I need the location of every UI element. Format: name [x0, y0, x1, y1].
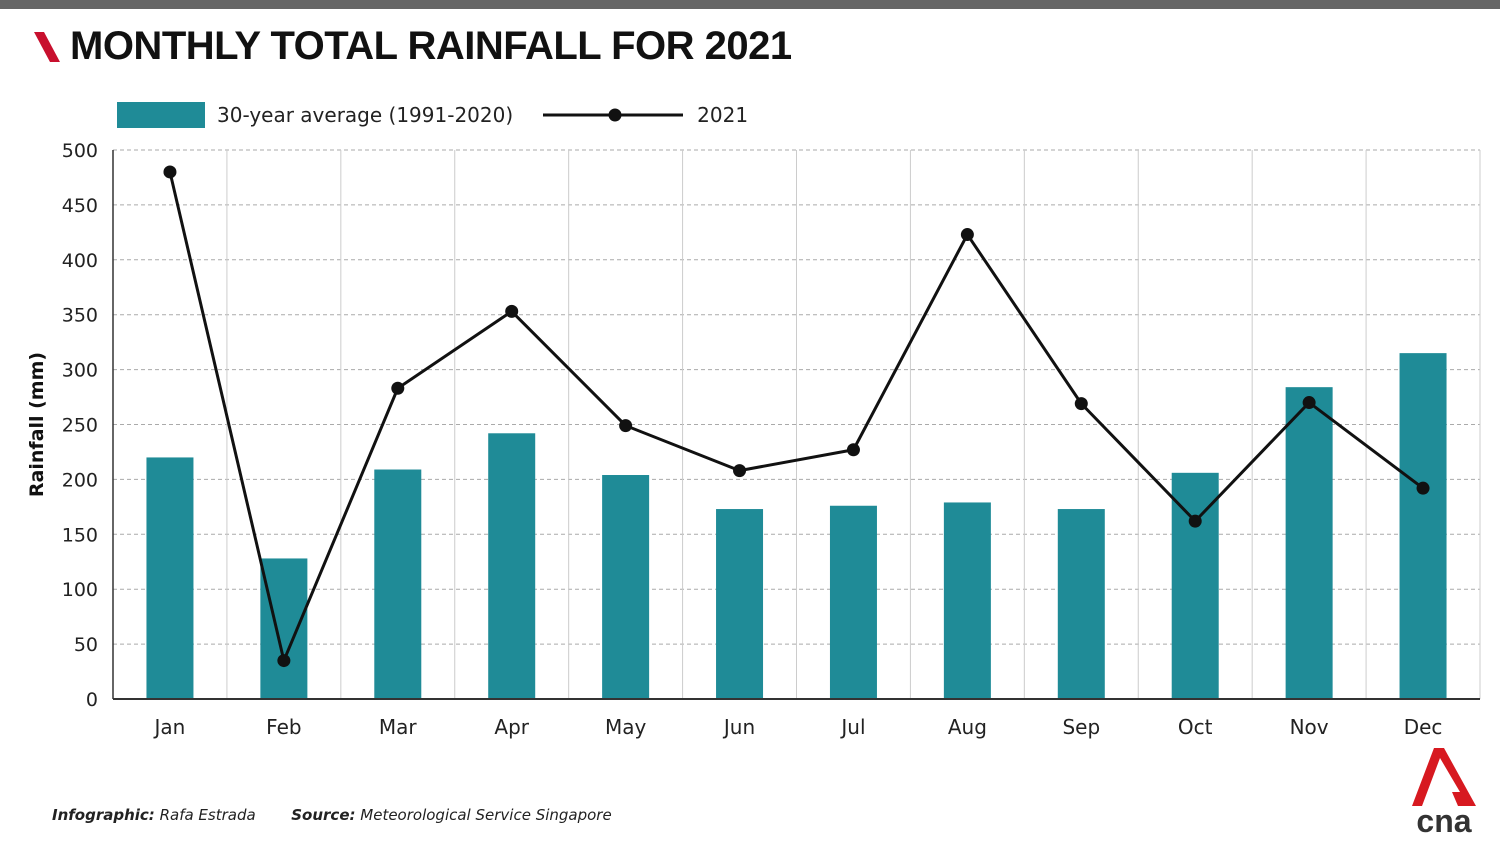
credits: Infographic: Rafa Estrada Source: Meteor… [52, 806, 612, 824]
y-tick-label: 100 [62, 579, 98, 601]
infographic-label: Infographic: [52, 806, 155, 824]
brand-slash-icon [34, 32, 60, 62]
y-tick-label: 200 [62, 469, 98, 491]
bar-jun [716, 509, 764, 699]
bar-may [602, 475, 650, 699]
svg-text:cna: cna [1416, 803, 1471, 838]
x-tick-label: Apr [494, 715, 529, 739]
bar-dec [1399, 353, 1447, 699]
y-tick-label: 0 [86, 689, 98, 711]
y-tick-label: 150 [62, 524, 98, 546]
top-bar [0, 0, 1500, 9]
point-2021-may [619, 419, 633, 433]
chart-plot: 0 50 100 150 200 250 300 350 400 450 500 Rainfall (… [26, 140, 1481, 739]
x-tick-label: Mar [379, 715, 418, 739]
y-tick-label: 350 [62, 305, 98, 327]
line-2021 [168, 171, 1424, 663]
point-2021-nov [1302, 396, 1316, 410]
point-2021-aug [960, 228, 974, 242]
bar-aug [943, 502, 991, 699]
point-2021-mar [391, 381, 405, 395]
point-2021-jun [733, 464, 747, 478]
x-tick-label: Dec [1404, 715, 1443, 739]
x-tick-label: Jun [722, 715, 755, 739]
legend-label-2021: 2021 [697, 103, 749, 127]
bar-sep [1057, 509, 1105, 699]
point-2021-sep [1074, 397, 1088, 411]
x-tick-label: Sep [1062, 715, 1100, 739]
bar-nov [1285, 387, 1333, 699]
x-tick-label: Feb [266, 715, 301, 739]
cna-logo: cna [1412, 748, 1476, 838]
point-2021-oct [1188, 514, 1202, 528]
bar-mar [374, 469, 422, 699]
y-tick-label: 250 [62, 415, 98, 437]
point-2021-jul [846, 443, 860, 457]
legend: 30-year average (1991-2020) 2021 [117, 100, 748, 130]
legend-label-average: 30-year average (1991-2020) [217, 103, 514, 127]
bar-oct [1171, 472, 1219, 699]
bar-feb [260, 558, 308, 699]
bar-jul [829, 505, 877, 699]
bar-jan [146, 457, 194, 699]
y-tick-label: 400 [62, 250, 98, 272]
point-2021-apr [505, 304, 519, 318]
x-tick-label: Aug [948, 715, 987, 739]
point-2021-jan [163, 165, 177, 179]
chart-title: MONTHLY TOTAL RAINFALL FOR 2021 [70, 24, 792, 68]
y-tick-label: 300 [62, 360, 98, 382]
y-axis-label: Rainfall (mm) [26, 352, 48, 497]
y-tick-label: 450 [62, 195, 98, 217]
source-label: Source: [291, 806, 356, 824]
y-tick-label: 500 [62, 140, 98, 162]
source-value: Meteorological Service Singapore [360, 806, 612, 824]
legend-swatch-2021 [543, 108, 684, 122]
legend-swatch-average [117, 102, 205, 128]
x-tick-label: Jan [153, 715, 186, 739]
point-2021-feb [277, 654, 291, 668]
x-tick-label: Oct [1178, 715, 1213, 739]
x-tick-label: May [605, 715, 647, 739]
point-2021-dec [1416, 481, 1430, 495]
y-tick-label: 50 [74, 634, 98, 656]
x-tick-label: Jul [839, 715, 865, 739]
x-tick-label: Nov [1290, 715, 1329, 739]
infographic-value: Rafa Estrada [159, 806, 256, 824]
bar-apr [488, 433, 536, 699]
